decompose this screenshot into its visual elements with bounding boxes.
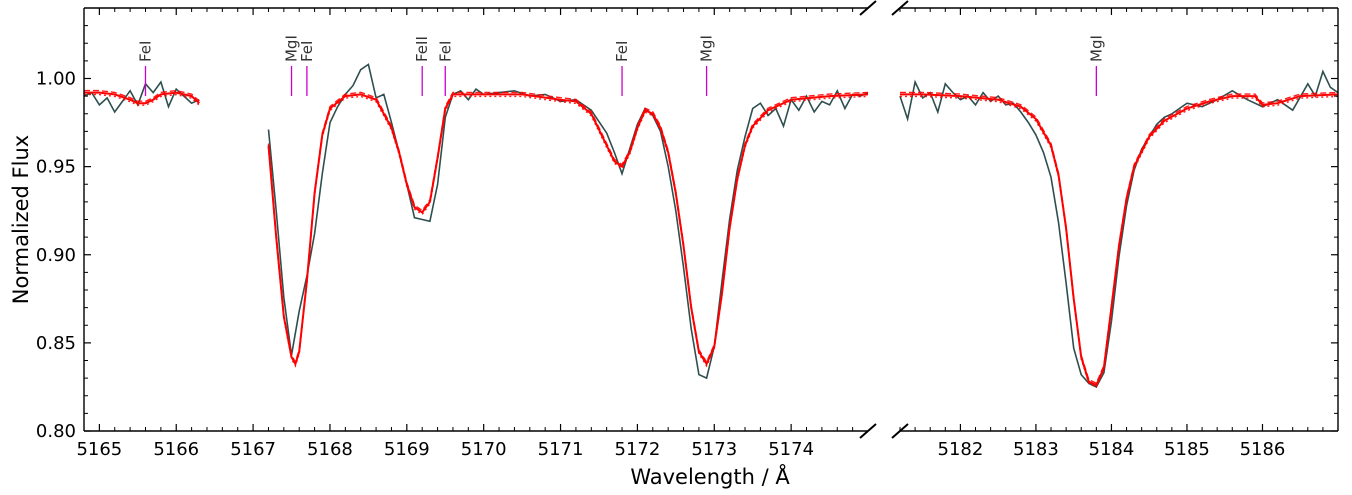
y-tick-label: 0.80 [36, 421, 76, 442]
observed-spectrum-line [899, 69, 1339, 388]
line-id-label: FeI [436, 41, 454, 62]
break-mark-right-bottom [891, 423, 909, 439]
left-axes-spines [83, 7, 868, 432]
model-spectrum-line [267, 93, 869, 367]
x-tick-label: 5166 [153, 439, 199, 460]
model-spectrum-dashed [900, 91, 1339, 385]
line-id-label: FeI [136, 41, 154, 62]
observed-spectrum-line [267, 63, 869, 380]
break-mark-left-bottom [859, 423, 877, 439]
left-axis-ticks: 5165 5166 5167 5168 5169 5170 5171 5172 5173 5174… [36, 7, 854, 460]
line-id-label: FeI [298, 41, 316, 62]
line-id-label: FeII [413, 36, 431, 62]
model-spectrum-dotted [84, 93, 200, 106]
model-spectrum-dotted [267, 95, 869, 368]
break-mark-right-top [891, 0, 909, 16]
line-id-label: MgI [1087, 35, 1105, 62]
line-id-feii: FeII [413, 36, 431, 96]
break-mark-left-top [859, 0, 877, 16]
axis-break-marks [859, 0, 909, 439]
y-axis-title: Normalized Flux [9, 135, 33, 304]
y-tick-label: 1.00 [36, 69, 76, 90]
line-id-fei: FeI [436, 41, 454, 96]
model-spectrum-line [900, 93, 1339, 387]
line-id-label: MgI [283, 35, 301, 62]
right-plot-area: MgI [899, 35, 1339, 389]
x-tick-label: 5167 [230, 439, 276, 460]
x-tick-label: 5183 [1013, 439, 1059, 460]
line-id-fei: FeI [136, 41, 154, 96]
line-id-label: MgI [698, 35, 716, 62]
y-tick-label: 0.85 [36, 333, 76, 354]
line-id-mgi: MgI [698, 35, 716, 96]
y-tick-label: 0.95 [36, 157, 76, 178]
model-spectrum-line [84, 91, 200, 105]
x-tick-label: 5186 [1240, 439, 1286, 460]
right-axis-ticks: 5182 5183 5184 5185 5186 [899, 7, 1338, 460]
x-tick-label: 5182 [938, 439, 984, 460]
x-tick-label: 5185 [1164, 439, 1210, 460]
right-axes-spines [900, 7, 1339, 432]
x-tick-label: 5169 [384, 439, 430, 460]
line-id-mgi: MgI [1087, 35, 1105, 96]
model-spectrum-dashed [84, 89, 200, 102]
x-tick-label: 5170 [461, 439, 507, 460]
line-id-fei: FeI [298, 41, 316, 96]
x-axis-title: Wavelength / Å [630, 463, 790, 489]
model-spectrum-dotted [900, 95, 1339, 389]
y-tick-label: 0.90 [36, 245, 76, 266]
right-panel: MgI 5182 5183 5184 5185 5186 [899, 7, 1339, 460]
x-tick-label: 5171 [538, 439, 584, 460]
x-tick-label: 5172 [615, 439, 661, 460]
x-tick-label: 5168 [307, 439, 353, 460]
x-tick-label: 5173 [691, 439, 737, 460]
x-tick-label: 5184 [1089, 439, 1135, 460]
x-tick-label: 5165 [76, 439, 122, 460]
observed-spectrum-line [83, 80, 200, 114]
line-id-fei: FeI [613, 41, 631, 96]
line-id-label: FeI [613, 41, 631, 62]
model-spectrum-dashed [267, 91, 869, 364]
x-tick-label: 5174 [768, 439, 814, 460]
line-id-mgi: MgI [283, 35, 301, 96]
